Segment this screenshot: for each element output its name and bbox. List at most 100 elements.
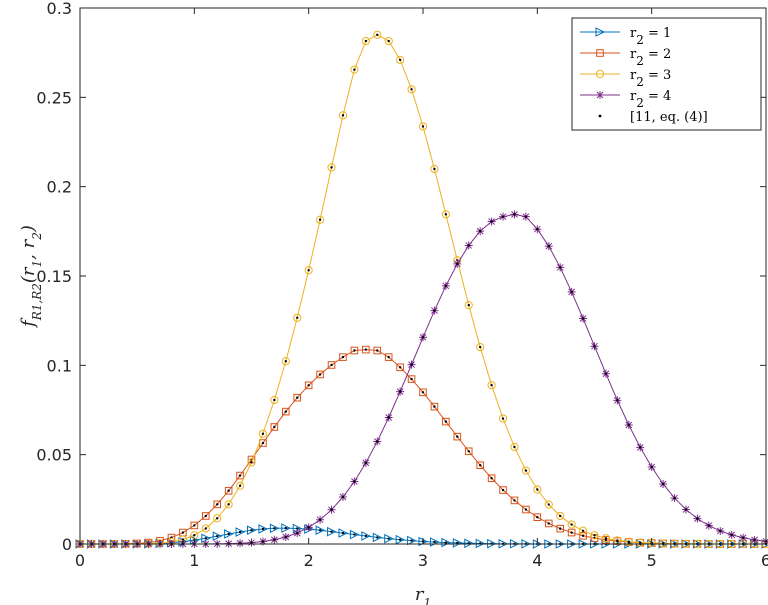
reference-point	[410, 363, 413, 366]
data-point	[498, 414, 508, 423]
reference-point	[216, 517, 219, 520]
reference-point	[536, 516, 539, 519]
reference-point	[570, 523, 573, 526]
data-point	[201, 524, 210, 533]
data-point	[373, 346, 382, 355]
legend-marker	[595, 27, 606, 37]
reference-point	[524, 469, 528, 472]
reference-point	[330, 508, 333, 511]
reference-point	[353, 480, 356, 483]
reference-point	[650, 465, 653, 469]
reference-point	[193, 534, 196, 537]
reference-point	[433, 405, 436, 408]
data-point	[384, 36, 393, 46]
reference-point	[627, 540, 630, 543]
data-point	[338, 528, 349, 538]
x-tick-label: 6	[761, 551, 768, 570]
reference-point	[193, 524, 196, 527]
reference-point	[604, 537, 608, 540]
y-axis-label: fR1,R2(r1, r2)	[18, 225, 44, 329]
reference-point	[559, 266, 562, 269]
data-point	[487, 381, 496, 390]
data-point	[441, 537, 451, 548]
reference-point	[741, 536, 745, 539]
reference-point	[478, 464, 482, 467]
reference-point	[513, 499, 516, 502]
reference-point	[296, 396, 299, 399]
reference-point	[376, 33, 379, 36]
data-point	[304, 381, 313, 390]
reference-point	[593, 534, 596, 537]
data-point	[315, 525, 326, 536]
legend-item: r2 = 3	[580, 68, 671, 89]
x-tick-label: 2	[304, 551, 314, 570]
data-point	[350, 65, 359, 74]
legend: r2 = 1r2 = 2r2 = 3r2 = 4[11, eq. (4)]	[571, 17, 762, 131]
x-axis-label: r1	[415, 584, 431, 605]
y-tick-label: 0.1	[47, 356, 72, 375]
data-point	[373, 30, 382, 39]
data-point	[453, 432, 462, 441]
reference-point	[501, 488, 505, 492]
reference-point	[341, 495, 345, 499]
data-point	[476, 343, 485, 352]
reference-point	[250, 529, 253, 532]
data-point	[270, 423, 279, 431]
data-point	[396, 363, 404, 372]
reference-point	[341, 114, 345, 117]
legend-label: r2 = 3	[630, 68, 671, 89]
reference-point	[398, 366, 402, 369]
reference-point	[616, 399, 619, 402]
reference-point	[284, 410, 287, 413]
reference-point	[341, 355, 345, 359]
reference-point	[581, 317, 585, 320]
data-point	[338, 111, 348, 120]
data-point	[350, 346, 359, 355]
reference-point	[364, 39, 368, 43]
data-point	[407, 375, 416, 383]
data-point	[395, 534, 406, 545]
data-point	[544, 500, 553, 509]
y-tick-label: 0	[62, 535, 72, 554]
data-point	[521, 466, 531, 475]
x-tick-label: 3	[418, 551, 428, 570]
reference-point	[501, 215, 505, 218]
data-point	[636, 538, 645, 547]
data-point	[304, 266, 313, 275]
x-tick-label: 4	[532, 551, 542, 570]
data-point	[476, 461, 484, 470]
data-point	[281, 357, 290, 366]
reference-point	[398, 390, 402, 393]
data-point	[212, 531, 223, 541]
x-tick-label: 5	[647, 551, 657, 570]
reference-point	[216, 534, 219, 538]
data-point	[510, 496, 519, 505]
data-point	[659, 539, 668, 548]
data-point	[236, 471, 244, 480]
reference-point	[467, 244, 470, 247]
reference-point	[730, 533, 733, 537]
data-point	[418, 122, 428, 131]
reference-point	[376, 536, 379, 539]
y-tick-label: 0.2	[47, 178, 72, 197]
reference-point	[261, 527, 265, 531]
y-tick-label: 0.05	[36, 446, 72, 465]
reference-point	[238, 484, 242, 487]
reference-point	[307, 384, 310, 387]
reference-point	[296, 527, 299, 530]
data-point	[247, 525, 257, 536]
reference-point	[421, 125, 425, 128]
x-tick-label: 0	[75, 551, 85, 570]
reference-point	[456, 435, 459, 438]
reference-point	[444, 284, 448, 288]
reference-point	[261, 432, 265, 435]
reference-point	[341, 531, 345, 535]
y-tick-label: 0.3	[47, 0, 72, 18]
data-point	[464, 301, 473, 310]
reference-point	[593, 345, 596, 348]
data-point	[269, 523, 280, 534]
legend-label: [11, eq. (4)]	[630, 110, 708, 125]
data-point	[601, 534, 611, 543]
data-point	[441, 210, 450, 219]
